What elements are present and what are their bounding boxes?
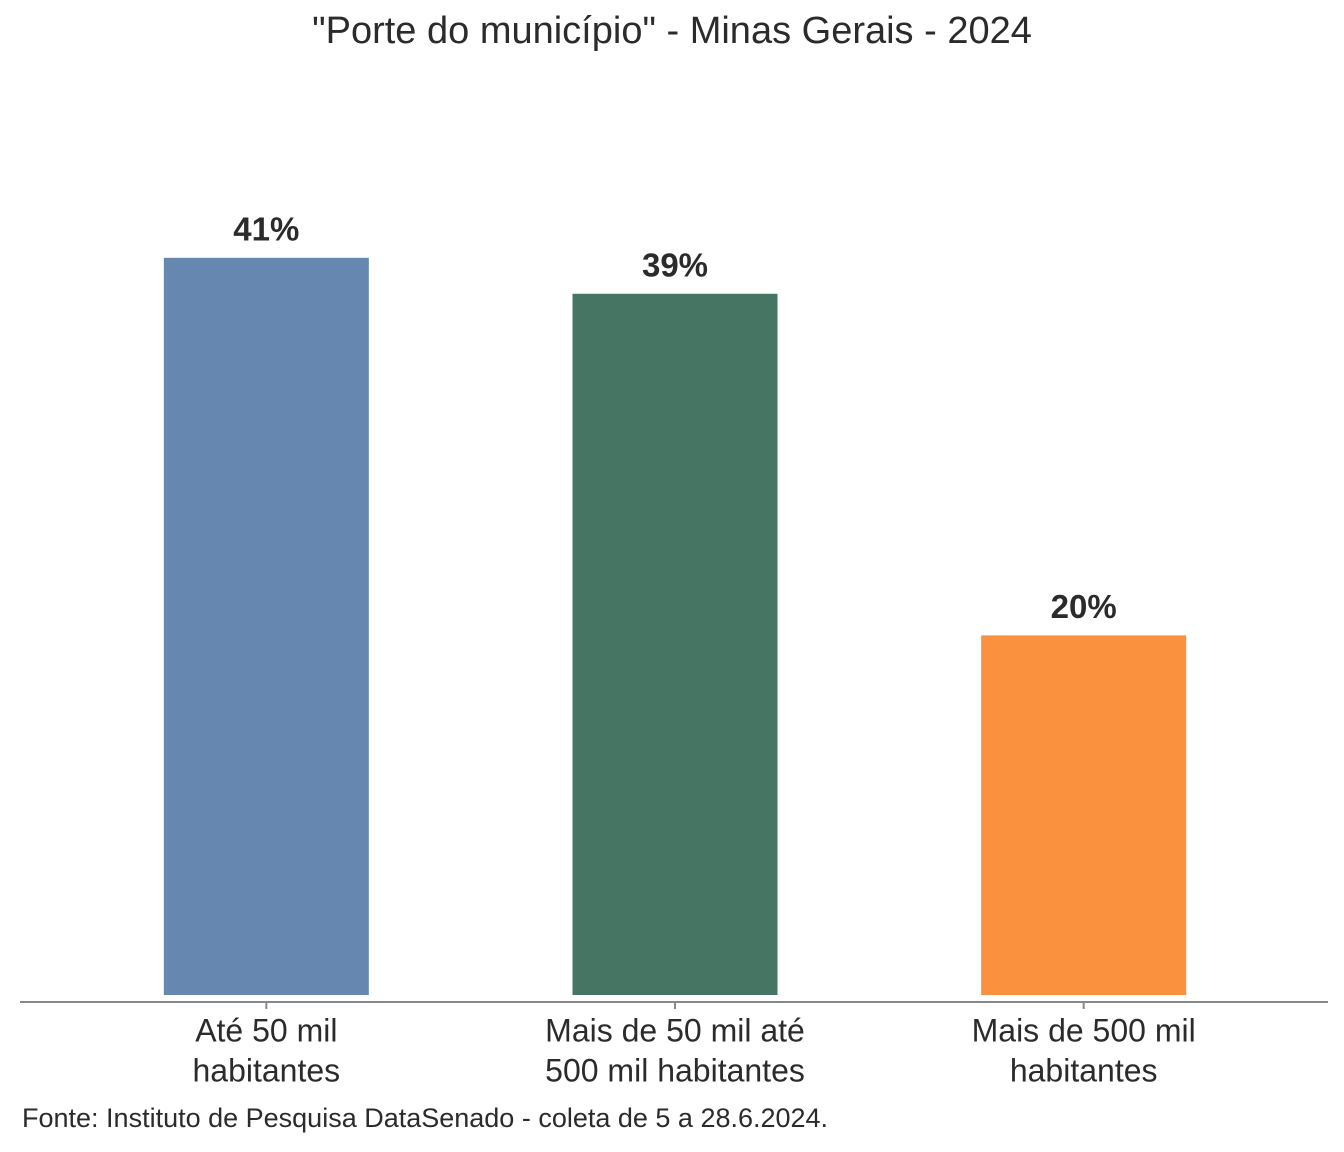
x-tick-label: habitantes: [192, 1052, 340, 1088]
x-tick-label: Mais de 500 mil: [972, 1012, 1196, 1048]
value-label: 20%: [1051, 588, 1117, 625]
x-tick-label: Até 50 mil: [195, 1012, 337, 1048]
source-note: Fonte: Instituto de Pesquisa DataSenado …: [22, 1103, 828, 1133]
x-tick-label: habitantes: [1010, 1052, 1158, 1088]
value-label: 39%: [642, 246, 708, 283]
bar: [163, 257, 369, 995]
x-tick-label: 500 mil habitantes: [545, 1052, 805, 1088]
chart-title: "Porte do município" - Minas Gerais - 20…: [312, 10, 1032, 52]
value-label: 41%: [233, 211, 299, 248]
x-tick-label: Mais de 50 mil até: [545, 1012, 805, 1048]
bar: [572, 293, 778, 995]
bar: [981, 635, 1187, 995]
